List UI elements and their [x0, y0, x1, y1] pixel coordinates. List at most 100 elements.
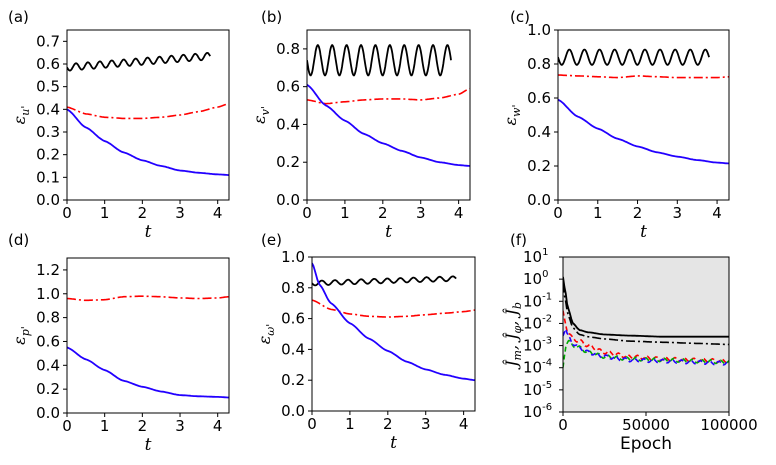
x-tick-label: 3	[175, 417, 185, 435]
x-tick-label: 3	[416, 204, 426, 222]
x-tick-label: 0	[62, 204, 72, 222]
x-tick-label: 1	[593, 204, 603, 222]
panel-label: (d)	[8, 231, 29, 249]
y-tick-label: 100	[523, 269, 548, 288]
panel-label: (f)	[510, 231, 527, 249]
x-tick-label: 4	[459, 415, 469, 433]
y-tick-label: 0.2	[36, 146, 60, 164]
axes-frame	[66, 29, 230, 201]
panel-a: 0 1 2 3 4 0.0 0.1 0.2 0.3 0.4 0.5 0.6 0.7 (a) t εu'	[8, 8, 230, 242]
y-tick-label: 0.6	[36, 332, 60, 350]
series-line-1	[67, 51, 211, 72]
series-line-1	[558, 48, 710, 66]
series-line-2	[307, 87, 470, 105]
y-tick-label: 0.2	[527, 157, 551, 175]
x-tick-label: 4	[213, 417, 223, 435]
x-tick-label: 50000	[622, 416, 670, 434]
panel-e: 0 1 2 3 4 0.0 0.2 0.4 0.6 0.8 1.0(e) t εω'	[255, 231, 476, 453]
x-tick-label: 3	[421, 415, 431, 433]
panel-f: 0 50000 100000 101 100 10-1 10-2 10-3 10-4 10-5 10…	[502, 231, 758, 454]
y-tick-label: 10-6	[523, 402, 552, 421]
axes-frame	[557, 29, 730, 201]
y-tick-label: 10-1	[523, 291, 552, 310]
y-tick-label: 10-5	[523, 380, 552, 399]
y-tick-label: 101	[523, 247, 548, 266]
y-tick-label: 0.6	[276, 78, 300, 96]
y-axis-label: Ĵm, Ĵφ, Ĵb	[502, 302, 524, 370]
x-tick-label: 0	[558, 416, 568, 434]
series-line-3	[307, 84, 470, 167]
x-tick-label: 3	[175, 204, 185, 222]
y-tick-label: 10-4	[523, 358, 552, 377]
panel-c: 0 1 2 3 4 0.0 0.2 0.4 0.6 0.8 1.0(c) t εw'	[501, 8, 730, 242]
y-tick-label: 0.1	[36, 168, 60, 186]
y-tick-label: 0.8	[276, 40, 300, 58]
axes-frame	[306, 29, 471, 201]
series-line-1	[563, 276, 729, 338]
y-tick-label: 0.0	[36, 191, 60, 209]
x-tick-label: 2	[378, 204, 388, 222]
y-tick-label: 0.5	[36, 78, 60, 96]
series-line-2	[67, 102, 229, 120]
y-tick-label: 0.8	[36, 309, 60, 327]
y-tick-label: 0.6	[527, 89, 551, 107]
x-tick-label: 0	[553, 204, 563, 222]
y-tick-label: 0.8	[281, 279, 305, 297]
x-tick-label: 0	[62, 417, 72, 435]
x-tick-label: 1	[340, 204, 350, 222]
series-line-2	[558, 74, 729, 79]
y-tick-label: 0.4	[281, 340, 305, 358]
x-tick-label: 2	[633, 204, 643, 222]
series-line-2	[563, 283, 729, 346]
y-tick-label: 0.2	[281, 371, 305, 389]
x-axis-label: t	[640, 222, 647, 242]
y-axis-label: εw'	[501, 104, 523, 125]
axes-frame	[66, 257, 230, 414]
x-axis-label: t	[145, 222, 152, 242]
y-tick-label: 0.6	[36, 55, 60, 73]
y-tick-label: 0.7	[36, 32, 60, 50]
x-axis-label: t	[145, 435, 152, 455]
panel-label: (a)	[8, 8, 29, 26]
x-tick-label: 1	[100, 417, 110, 435]
y-tick-label: 0.4	[527, 123, 551, 141]
y-tick-label: 0.4	[276, 115, 300, 133]
x-tick-label: 3	[673, 204, 683, 222]
y-axis-label: εp'	[10, 326, 32, 345]
series-line-3	[67, 108, 229, 176]
panel-b: 0 1 2 3 4 0.0 0.2 0.4 0.6 0.8 (b) t εv'	[250, 8, 471, 242]
series-line-3	[558, 98, 729, 165]
panel-label: (e)	[261, 231, 282, 249]
y-tick-label: 0.3	[36, 123, 60, 141]
x-tick-label: 2	[138, 417, 148, 435]
y-tick-label: 0.2	[276, 153, 300, 171]
series-line-3	[312, 262, 475, 382]
y-tick-label: 0.4	[36, 356, 60, 374]
y-tick-label: 0.8	[527, 55, 551, 73]
x-tick-label: 4	[454, 204, 464, 222]
y-tick-label: 0.0	[36, 404, 60, 422]
x-axis-label: t	[385, 222, 392, 242]
y-tick-label: 0.2	[36, 380, 60, 398]
y-tick-label: 0.0	[527, 191, 551, 209]
x-tick-label: 2	[138, 204, 148, 222]
series-line-2	[67, 346, 229, 399]
series-line-4	[563, 339, 729, 368]
y-tick-label: 0.0	[276, 191, 300, 209]
x-axis-label: Epoch	[620, 434, 672, 454]
x-tick-label: 4	[213, 204, 223, 222]
x-tick-label: 2	[383, 415, 393, 433]
panel-label: (c)	[510, 8, 530, 26]
x-axis-label: t	[390, 433, 397, 453]
y-tick-label: 1.0	[36, 285, 60, 303]
series-line-1	[307, 44, 452, 77]
y-tick-label: 0.0	[281, 402, 305, 420]
axes-frame	[311, 256, 476, 412]
x-tick-label: 0	[307, 415, 317, 433]
y-axis-label: εv'	[250, 106, 272, 124]
panel-label: (b)	[261, 8, 282, 26]
panel-d: 0 1 2 3 4 0.0 0.2 0.4 0.6 0.8 1.0 1.2 (d) t εp'	[8, 231, 230, 455]
x-tick-label: 1	[345, 415, 355, 433]
x-tick-label: 4	[712, 204, 722, 222]
